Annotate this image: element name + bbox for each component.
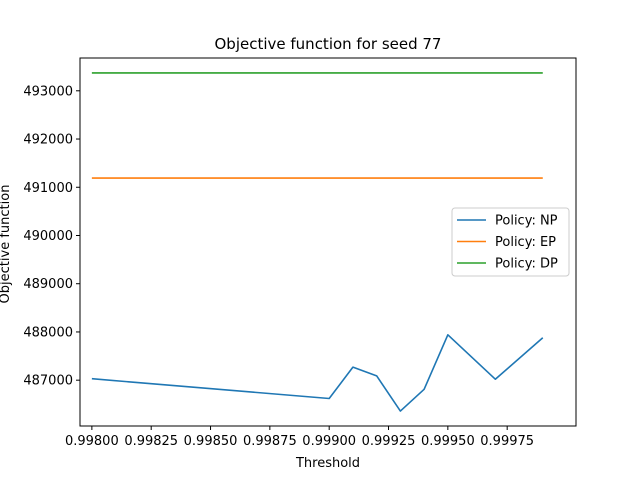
y-axis-title: Objective function	[0, 185, 13, 304]
x-tick-label: 0.99950	[421, 434, 475, 449]
y-tick-label: 492000	[23, 133, 73, 148]
series-lines	[91, 72, 544, 412]
x-axis-title: Threshold	[295, 456, 360, 471]
y-tick-label: 489000	[23, 277, 73, 292]
legend: Policy: NP Policy: EP Policy: DP	[451, 207, 570, 277]
legend-label: Policy: NP	[495, 214, 558, 229]
y-tick-label: 491000	[23, 181, 73, 196]
y-tick-label: 493000	[23, 84, 73, 99]
legend-box	[451, 207, 570, 277]
x-tick-label: 0.99925	[362, 434, 416, 449]
chart-title: Objective function for seed 77	[215, 35, 442, 53]
x-tick-label: 0.99825	[124, 434, 178, 449]
x-tick-label: 0.99850	[184, 434, 238, 449]
y-tick-label: 487000	[23, 374, 73, 389]
legend-label: Policy: DP	[495, 257, 558, 272]
x-tick-label: 0.99800	[65, 434, 119, 449]
legend-label: Policy: EP	[495, 235, 556, 250]
x-tick-label: 0.99875	[243, 434, 297, 449]
series-line-policy-np	[91, 334, 544, 412]
x-tick-label: 0.99900	[302, 434, 356, 449]
y-tick-label: 490000	[23, 229, 73, 244]
y-axis-ticks: 487000 488000 489000 490000 491000 492000 4930…	[23, 84, 80, 389]
x-tick-label: 0.99975	[480, 434, 534, 449]
plot-area	[79, 57, 577, 427]
x-axis-ticks: 0.99800 0.99825 0.99850 0.99875 0.99900 0.999…	[65, 426, 534, 449]
y-tick-label: 488000	[23, 325, 73, 340]
